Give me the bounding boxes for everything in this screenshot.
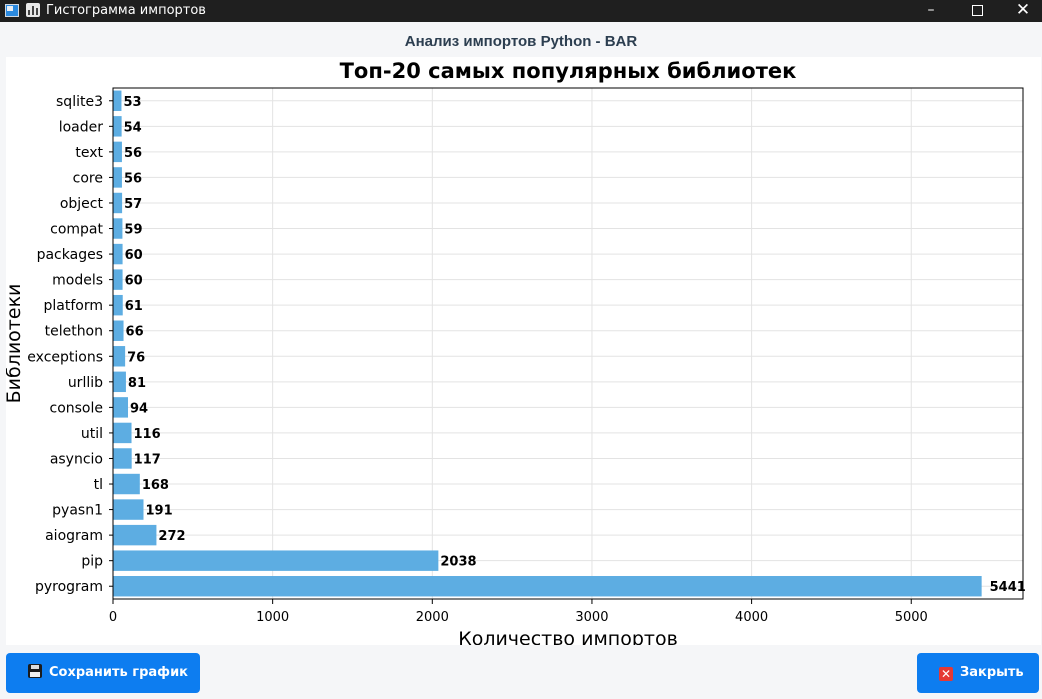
- bar-value-label: 66: [126, 325, 144, 340]
- y-tick-label: console: [50, 400, 104, 416]
- bar: [113, 550, 439, 571]
- y-tick-label: pip: [81, 554, 103, 570]
- y-tick-label: aiogram: [45, 528, 103, 544]
- y-tick-label: core: [73, 170, 103, 186]
- bar: [113, 448, 132, 469]
- bar-value-label: 53: [123, 95, 141, 110]
- bar: [113, 473, 140, 495]
- maximize-button[interactable]: [954, 0, 1000, 22]
- bar: [113, 397, 129, 418]
- bar-value-label: 116: [134, 427, 161, 442]
- bar-chart: pyrogram 5441 pip 2038 aiogram 272 pyasn1 191 tl…: [6, 59, 1026, 645]
- bar: [113, 167, 122, 188]
- y-tick-label: compat: [50, 222, 103, 238]
- y-tick-label: exceptions: [27, 349, 103, 365]
- bar: [113, 243, 123, 265]
- y-tick-label: models: [52, 273, 103, 289]
- bar: [113, 294, 123, 316]
- y-tick-label: telethon: [45, 324, 103, 340]
- bar: [113, 218, 123, 239]
- save-chart-label: Сохранить график: [49, 665, 189, 680]
- bar-value-label: 117: [134, 452, 161, 467]
- x-tick-label: 4000: [735, 610, 768, 625]
- bar: [113, 499, 144, 520]
- chart-title: Топ-20 самых популярных библиотек: [340, 59, 797, 83]
- close-button[interactable]: ✕ Закрыть: [917, 653, 1039, 693]
- x-tick-label: 1000: [256, 610, 289, 625]
- x-tick-label: 5000: [895, 610, 928, 625]
- bar-value-label: 94: [130, 401, 148, 416]
- y-tick-label: pyasn1: [52, 503, 103, 519]
- save-chart-button[interactable]: Сохранить график: [6, 653, 200, 693]
- bar: [113, 141, 122, 163]
- minimize-button[interactable]: –: [927, 2, 935, 18]
- y-tick-label: platform: [44, 298, 104, 314]
- bar: [113, 346, 126, 367]
- bar-value-label: 81: [128, 376, 146, 391]
- bar-value-label: 2038: [440, 555, 476, 570]
- y-axis-label: Библиотеки: [6, 284, 25, 404]
- bar: [113, 371, 126, 393]
- y-tick-label: pyrogram: [35, 579, 103, 595]
- x-tick-label: 3000: [575, 610, 608, 625]
- bar-chart-icon: [26, 3, 40, 17]
- y-tick-label: tl: [94, 477, 103, 493]
- bar: [113, 192, 123, 214]
- bar-value-label: 60: [125, 274, 143, 289]
- y-tick-label: sqlite3: [56, 94, 103, 110]
- plot-panel: pyrogram 5441 pip 2038 aiogram 272 pyasn1 191 tl…: [6, 57, 1041, 645]
- bar-value-label: 168: [142, 478, 169, 493]
- maximize-icon: [971, 5, 983, 16]
- window-app-icon: [5, 4, 19, 17]
- plot-frame: [112, 87, 1024, 600]
- bar: [113, 90, 122, 111]
- x-tick-label: 0: [109, 610, 117, 625]
- bar-value-label: 56: [124, 146, 142, 161]
- bar: [113, 116, 122, 137]
- bar-value-label: 5441: [990, 580, 1026, 595]
- close-window-button[interactable]: ✕: [1015, 0, 1031, 20]
- bar-value-label: 61: [125, 299, 143, 314]
- bar-value-label: 272: [158, 529, 185, 544]
- bar-value-label: 56: [124, 171, 142, 186]
- window-titlebar: Гистограмма импортов – ✕: [0, 0, 1042, 22]
- bar: [113, 576, 982, 597]
- bar-value-label: 60: [125, 248, 143, 263]
- bar-value-label: 54: [124, 120, 142, 135]
- bar-value-label: 191: [145, 504, 172, 519]
- y-tick-label: packages: [37, 247, 103, 263]
- y-tick-label: util: [81, 426, 103, 442]
- bar-value-label: 59: [124, 223, 142, 238]
- bar: [113, 422, 132, 444]
- close-label: Закрыть: [960, 665, 1024, 680]
- floppy-disk-icon: [28, 664, 42, 678]
- y-tick-label: loader: [59, 119, 104, 135]
- y-tick-label: text: [75, 145, 103, 161]
- x-axis-label: Количество импортов: [458, 628, 678, 645]
- x-tick-label: 2000: [416, 610, 449, 625]
- bar-value-label: 57: [124, 197, 142, 212]
- y-tick-label: urllib: [68, 375, 103, 391]
- bar-value-label: 76: [127, 350, 145, 365]
- page-title: Анализ импортов Python - BAR: [404, 33, 638, 50]
- bar: [113, 320, 124, 341]
- cross-mark-icon: ✕: [939, 667, 953, 681]
- y-tick-label: object: [60, 196, 104, 212]
- window-title: Гистограмма импортов: [46, 3, 206, 18]
- y-tick-label: asyncio: [50, 451, 103, 467]
- bar: [113, 269, 123, 290]
- bar: [113, 524, 157, 546]
